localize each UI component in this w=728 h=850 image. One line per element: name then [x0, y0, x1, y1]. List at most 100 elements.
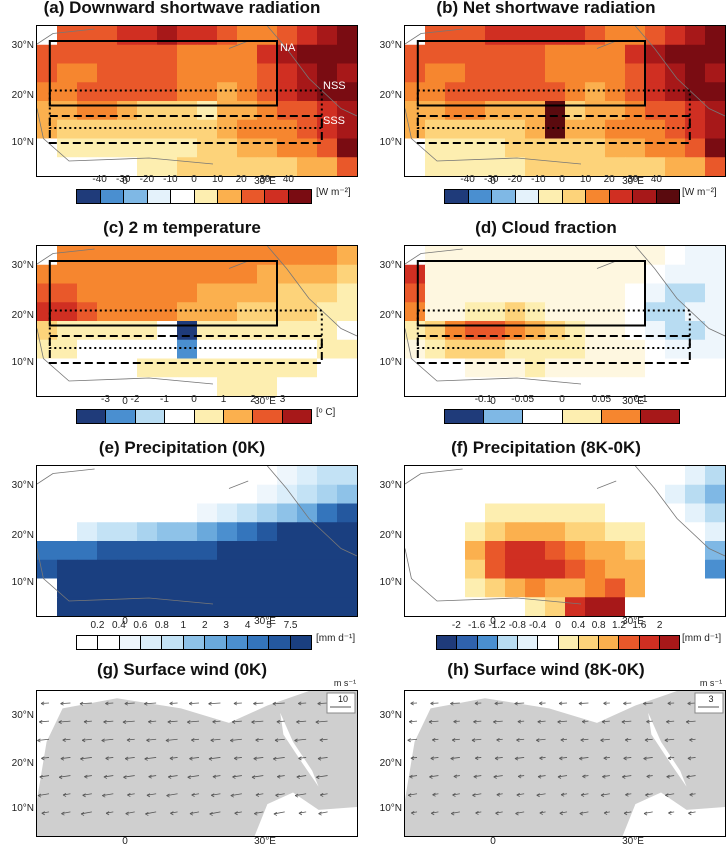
heatmap-cell: [257, 63, 278, 83]
y-tick: 20°N: [379, 758, 402, 769]
heatmap-cell: [705, 484, 725, 504]
map-svg: [37, 466, 357, 616]
wind-vector: [409, 775, 418, 778]
colorbar: [436, 635, 680, 650]
heatmap-cell: [445, 44, 466, 64]
heatmap-cell: [337, 138, 357, 158]
colorbar-bin: [659, 636, 679, 649]
colorbar-tick: 30: [627, 174, 639, 185]
colorbar-bin: [194, 410, 224, 423]
heatmap-cell: [37, 484, 58, 504]
heatmap-cell: [465, 559, 486, 579]
heatmap-cell: [545, 246, 566, 266]
wind-vector-head: [251, 720, 255, 725]
wind-vector-head: [411, 811, 415, 815]
wind-vector-head: [298, 756, 302, 761]
heatmap-cell: [157, 321, 178, 341]
wind-vector-head: [124, 701, 129, 706]
wind-vector: [58, 720, 71, 723]
wind-vector: [210, 738, 221, 741]
heatmap-cell: [317, 157, 338, 176]
wind-vector-head: [146, 793, 151, 798]
heatmap-cell: [257, 503, 278, 523]
heatmap: [404, 25, 726, 177]
colorbar-tick: -40: [92, 174, 107, 185]
heatmap-cell: [97, 119, 118, 139]
heatmap-cell: [137, 119, 158, 139]
heatmap-cell: [645, 283, 666, 303]
heatmap-cell: [157, 597, 178, 616]
region-box-sss: [48, 335, 323, 364]
y-tick: 10°N: [379, 577, 402, 588]
heatmap-cell: [425, 119, 446, 139]
wind-vector: [191, 738, 200, 741]
wind-vector: [646, 720, 653, 723]
region-box-sss: [416, 115, 691, 144]
heatmap-cell: [465, 522, 486, 542]
heatmap-cell: [465, 157, 486, 176]
wind-vector-head: [188, 701, 193, 706]
heatmap-cell: [137, 559, 158, 579]
heatmap-cell: [565, 578, 586, 598]
heatmap-cell: [685, 321, 706, 341]
colorbar-bin: [558, 636, 579, 649]
wind-vector-head: [189, 756, 193, 761]
heatmap-cell: [217, 283, 238, 303]
heatmap-cell: [257, 26, 278, 46]
heatmap-cell: [445, 466, 466, 486]
heatmap-cell: [525, 82, 546, 102]
x-tick: 30°E: [622, 616, 644, 627]
heatmap-cell: [425, 578, 446, 598]
x-tick: 0: [122, 176, 128, 187]
heatmap-cell: [57, 26, 78, 46]
heatmap-cell: [705, 283, 725, 303]
heatmap-cell: [97, 264, 118, 284]
wind-key-unit: m s⁻¹: [699, 678, 723, 688]
wind-vector-head: [169, 701, 173, 706]
heatmap-cell: [405, 101, 426, 121]
heatmap-cell: [685, 63, 706, 83]
heatmap-cell: [625, 466, 646, 486]
heatmap-cell: [197, 522, 218, 542]
y-tick: 10°N: [379, 803, 402, 814]
heatmap-cell: [445, 541, 466, 561]
heatmap-cell: [545, 321, 566, 341]
heatmap-cell: [605, 26, 626, 46]
colorbar-bin: [253, 410, 283, 423]
heatmap-cell: [337, 503, 357, 523]
heatmap-cell: [337, 283, 357, 303]
wind-vector-head: [83, 719, 88, 724]
heatmap-cell: [37, 522, 58, 542]
heatmap-cell: [605, 522, 626, 542]
wind-vector-head: [495, 811, 499, 816]
wind-vector-head: [167, 719, 171, 724]
heatmap-cell: [565, 503, 586, 523]
y-tick: 10°N: [11, 803, 34, 814]
heatmap-cell: [77, 358, 98, 378]
heatmap-cell: [425, 283, 446, 303]
heatmap-cell: [705, 578, 725, 598]
wind-vector: [80, 757, 92, 760]
heatmap-cell: [425, 377, 446, 396]
heatmap-cell: [217, 101, 238, 121]
heatmap-cell: [685, 377, 706, 396]
colorbar-tick: 2: [656, 620, 663, 631]
heatmap-cell: [405, 264, 426, 284]
heatmap-cell: [257, 264, 278, 284]
heatmap-cell: [625, 578, 646, 598]
colorbar: [444, 409, 680, 424]
heatmap-cell: [605, 283, 626, 303]
wind-vector: [428, 720, 439, 723]
heatmap-cell: [485, 484, 506, 504]
heatmap-cell: [97, 541, 118, 561]
heatmap-cell: [277, 358, 298, 378]
heatmap-cell: [77, 283, 98, 303]
panel-f: (f) Precipitation (8K-0K) 30°N 20°N 10°N…: [364, 438, 728, 652]
colorbar-tick: 0.1: [633, 394, 648, 405]
colorbar-bin: [539, 190, 563, 203]
wind-vector: [211, 793, 221, 796]
heatmap-cell: [685, 302, 706, 322]
heatmap-cell: [297, 466, 318, 486]
wind-vector: [124, 702, 135, 704]
wind-vector-head: [102, 793, 106, 798]
